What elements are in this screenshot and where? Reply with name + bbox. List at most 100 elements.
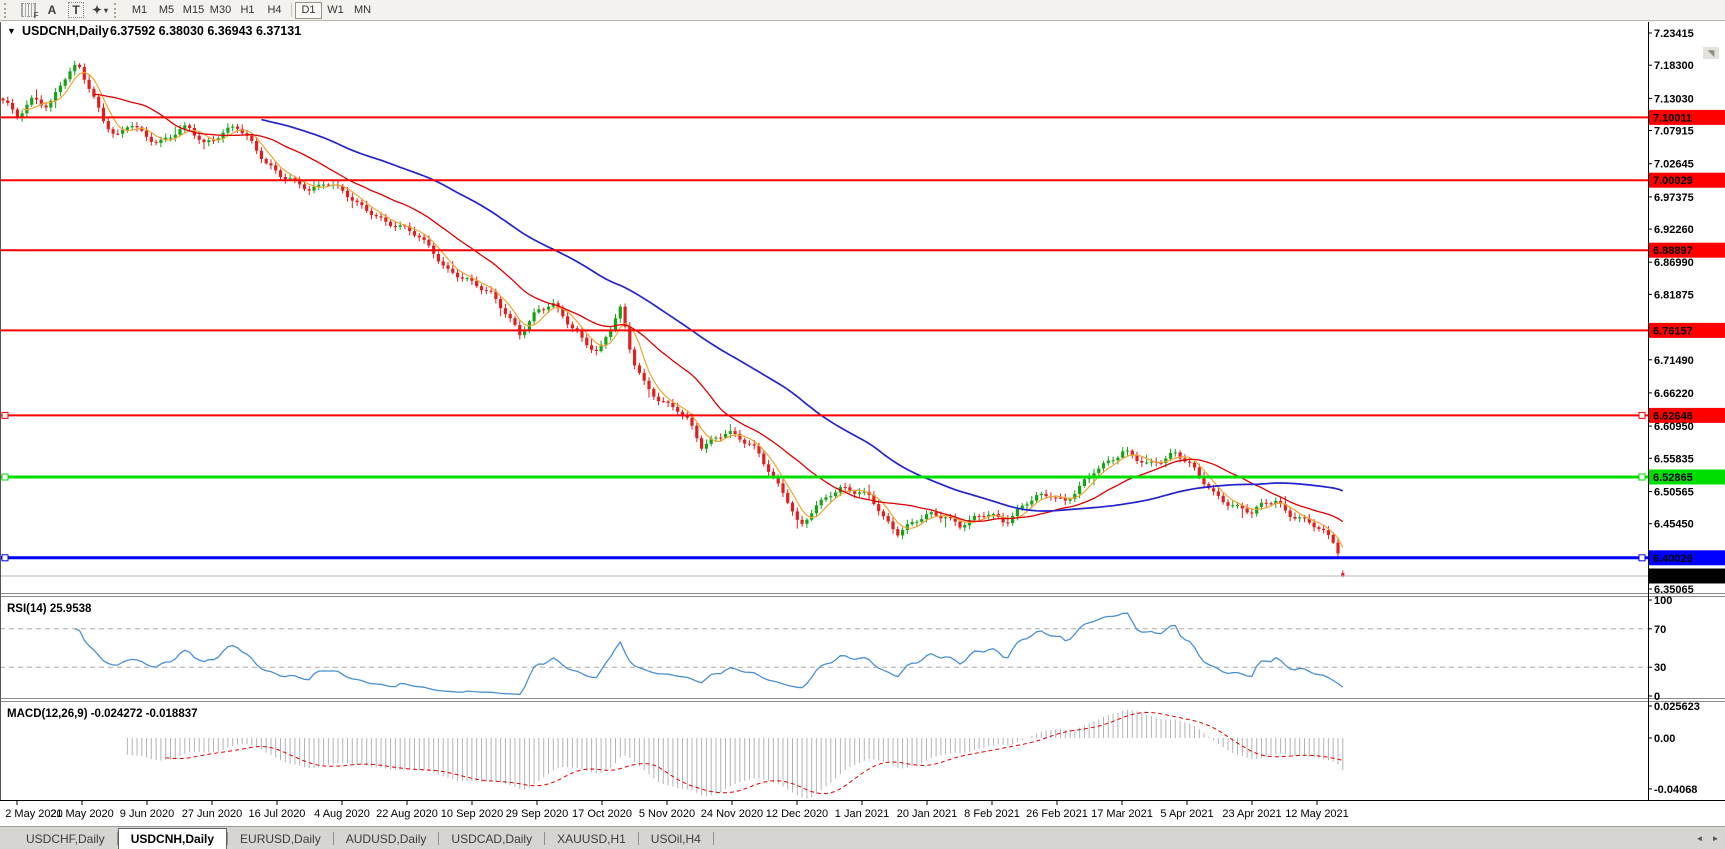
timeframe-m30-button[interactable]: M30 — [209, 4, 232, 16]
line-handle — [1, 411, 9, 419]
timeframe-button-group: M1 M5 M15 M30 H1 H4 D1 W1 MN — [126, 1, 376, 19]
tab-usoil-h4[interactable]: USOil,H4 — [650, 832, 701, 846]
dot-grid-f-icon: F — [20, 3, 39, 20]
svg-text:5 Apr 2021: 5 Apr 2021 — [1160, 808, 1213, 820]
dot-grid-f-button[interactable]: F — [17, 2, 39, 20]
timeframe-mn-button[interactable]: MN — [353, 4, 372, 16]
collapse-arrow-icon[interactable]: ▼ — [7, 26, 16, 36]
svg-text:20 Jan 2021: 20 Jan 2021 — [897, 808, 958, 820]
svg-text:-0.04068: -0.04068 — [1654, 784, 1697, 796]
tool-icon-group: F A T ✦ ▾ — [16, 2, 112, 20]
chart-window: 7.10011 7.00029 6.88897 6.76157 6.62646 6.528… — [0, 22, 1725, 825]
svg-text:21 May 2020: 21 May 2020 — [50, 808, 114, 820]
svg-text:6.71490: 6.71490 — [1654, 355, 1694, 367]
text-label-tool-button[interactable]: T — [65, 2, 87, 19]
candlestick-series — [1, 60, 1345, 578]
svg-text:6.88897: 6.88897 — [1653, 245, 1693, 257]
chart-canvas[interactable]: 7.10011 7.00029 6.88897 6.76157 6.62646 6.528… — [0, 22, 1725, 825]
svg-text:7.07915: 7.07915 — [1654, 126, 1694, 138]
font-tool-icon: A — [47, 3, 57, 17]
svg-text:6.81875: 6.81875 — [1654, 289, 1694, 301]
fast-scroll-button[interactable]: ◥ — [1703, 47, 1719, 59]
tab-usdchf-daily[interactable]: USDCHF,Daily — [26, 832, 105, 846]
price-axis[interactable]: 7.23415 7.18300 7.13030 7.07915 7.02645 6.973… — [1648, 28, 1725, 796]
svg-text:6.62646: 6.62646 — [1653, 410, 1693, 422]
cursor-tool-icon: ✦ — [91, 3, 103, 17]
hline-7.00029[interactable]: 7.00029 — [0, 172, 1725, 188]
tab-separator — [227, 832, 229, 845]
hline-6.62646[interactable]: 6.62646 — [0, 407, 1725, 423]
horizontal-trend-lines[interactable]: 7.10011 7.00029 6.88897 6.76157 6.62646 6.528… — [0, 109, 1725, 566]
svg-text:27 Jun 2020: 27 Jun 2020 — [182, 808, 243, 820]
hline-7.10011[interactable]: 7.10011 — [0, 109, 1725, 125]
svg-text:6.55835: 6.55835 — [1654, 453, 1694, 465]
svg-text:6.76157: 6.76157 — [1653, 325, 1693, 337]
tab-scroll-arrows: ◄ ► — [1693, 831, 1722, 845]
indicator-level-lines — [0, 628, 1648, 668]
svg-text:12 May 2021: 12 May 2021 — [1285, 808, 1349, 820]
hline-6.52865[interactable]: 6.52865 — [0, 469, 1725, 485]
svg-text:6.66220: 6.66220 — [1654, 388, 1694, 400]
svg-text:7.10011: 7.10011 — [1653, 112, 1692, 124]
tab-separator — [544, 832, 546, 845]
svg-text:30: 30 — [1654, 662, 1666, 674]
svg-text:1 Jan 2021: 1 Jan 2021 — [835, 808, 889, 820]
text-label-tool-icon: T — [68, 2, 84, 18]
svg-text:70: 70 — [1654, 624, 1666, 636]
toolbar-separator — [291, 3, 292, 17]
cursor-tool-button[interactable]: ✦ ▾ — [89, 2, 111, 19]
hline-6.76157[interactable]: 6.76157 — [0, 322, 1725, 338]
tab-eurusd-daily[interactable]: EURUSD,Daily — [240, 832, 321, 846]
ma-5-line — [22, 71, 1344, 548]
tab-audusd-daily[interactable]: AUDUSD,Daily — [345, 832, 427, 846]
timeframe-w1-button[interactable]: W1 — [327, 4, 344, 16]
timeframe-h4-button[interactable]: H4 — [267, 4, 282, 16]
svg-text:12 Dec 2020: 12 Dec 2020 — [766, 808, 828, 820]
line-handle — [1, 554, 9, 562]
font-tool-button[interactable]: A — [41, 2, 63, 19]
svg-text:7.02645: 7.02645 — [1654, 159, 1694, 171]
svg-text:29 Sep 2020: 29 Sep 2020 — [506, 808, 568, 820]
svg-text:6.50565: 6.50565 — [1654, 487, 1694, 499]
pane-frame-lines — [0, 22, 1725, 801]
timeframe-m1-button[interactable]: M1 — [131, 4, 148, 16]
svg-text:6.86990: 6.86990 — [1654, 257, 1694, 269]
svg-text:0: 0 — [1654, 691, 1660, 703]
svg-text:6.35065: 6.35065 — [1654, 584, 1694, 596]
svg-text:2 May 2020: 2 May 2020 — [5, 808, 62, 820]
dropdown-caret-icon[interactable]: ▾ — [104, 5, 109, 15]
svg-text:6.37131: 6.37131 — [1653, 571, 1693, 583]
timeframe-h1-button[interactable]: H1 — [240, 4, 255, 16]
svg-text:8 Feb 2021: 8 Feb 2021 — [964, 808, 1020, 820]
toolbar-grip[interactable] — [4, 2, 11, 18]
rsi-label: RSI(14) 25.9538 — [7, 603, 92, 615]
ma-20-line — [93, 93, 1344, 523]
hline-6.40026[interactable]: 6.40026 — [0, 550, 1725, 566]
tab-separator — [116, 832, 118, 845]
tab-scroll-right-icon[interactable]: ► — [1711, 833, 1720, 843]
tab-usdcad-daily[interactable]: USDCAD,Daily — [451, 832, 533, 846]
svg-text:6.60950: 6.60950 — [1654, 421, 1694, 433]
chart-ohlc-values: 6.37592 6.38030 6.36943 6.37131 — [110, 24, 301, 38]
svg-text:4 Aug 2020: 4 Aug 2020 — [314, 808, 370, 820]
chart-tabs: USDCHF,Daily USDCNH,Daily EURUSD,Daily AUDU… — [14, 828, 714, 849]
macd-signal-line — [165, 711, 1343, 795]
svg-text:5 Nov 2020: 5 Nov 2020 — [639, 808, 695, 820]
svg-text:6.97375: 6.97375 — [1654, 192, 1694, 204]
hline-6.88897[interactable]: 6.88897 — [0, 242, 1725, 258]
line-handle — [1, 473, 9, 481]
tab-separator — [712, 832, 714, 845]
timeframe-m5-button[interactable]: M5 — [158, 4, 175, 16]
tab-usdcnh-daily[interactable]: USDCNH,Daily — [117, 828, 228, 849]
timeframe-d1-button[interactable]: D1 — [295, 1, 322, 19]
svg-text:6.45450: 6.45450 — [1654, 519, 1694, 531]
timeframe-m15-button[interactable]: M15 — [182, 4, 205, 16]
svg-text:6.40026: 6.40026 — [1653, 553, 1693, 565]
svg-text:24 Nov 2020: 24 Nov 2020 — [701, 808, 763, 820]
svg-text:26 Feb 2021: 26 Feb 2021 — [1026, 808, 1088, 820]
tab-scroll-left-icon[interactable]: ◄ — [1695, 833, 1704, 843]
toolbar-grip-2[interactable] — [114, 2, 121, 18]
tab-xauusd-h1[interactable]: XAUUSD,H1 — [557, 832, 626, 846]
ma-55-line — [261, 118, 1344, 512]
